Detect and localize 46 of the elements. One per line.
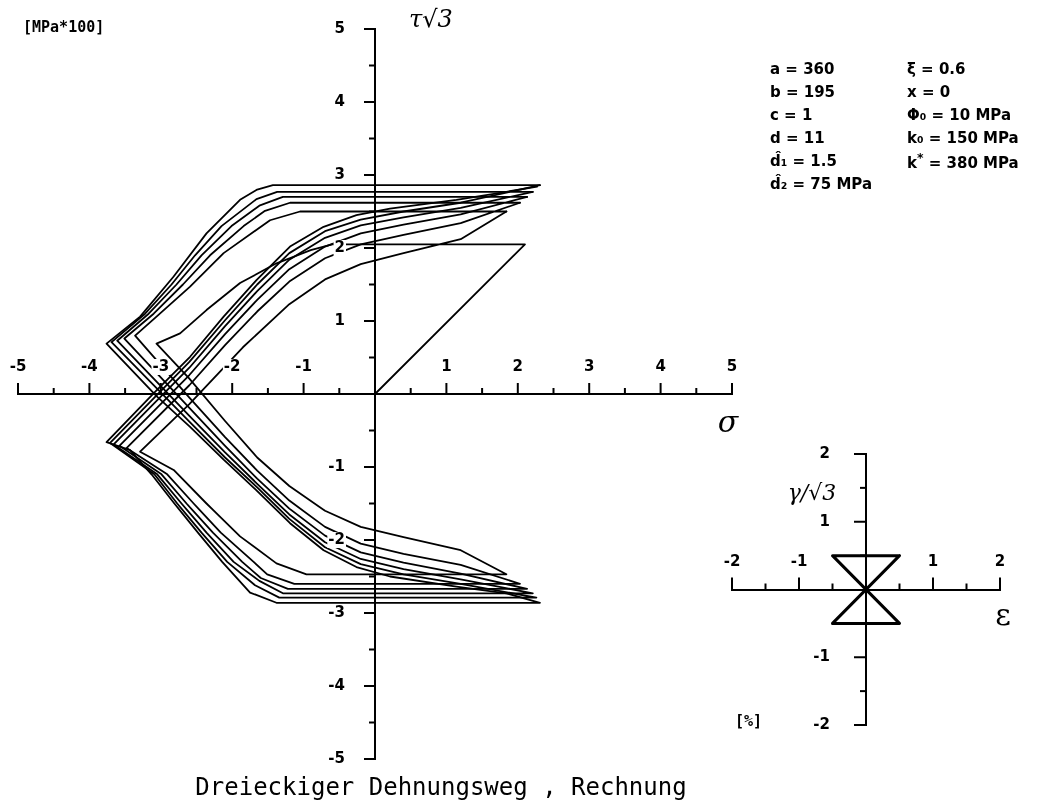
annotation: [%]: [735, 712, 763, 730]
x-axis-title: σ: [717, 403, 739, 439]
y-tick-label: -1: [813, 647, 830, 666]
x-tick-label: 3: [583, 356, 595, 375]
y-tick-label: -4: [328, 675, 345, 694]
x-tick-label: 4: [655, 356, 666, 375]
x-axis-title: ε: [995, 596, 1011, 632]
text: x = 0: [907, 83, 951, 101]
x-tick-label: 1: [441, 356, 452, 375]
text: a = 360: [770, 60, 835, 78]
x-tick-label: -3: [152, 356, 170, 375]
text: ξ = 0.6: [907, 60, 966, 78]
text: d̂₁ = 1.5: [770, 152, 837, 170]
text: c = 1: [770, 106, 813, 124]
y-tick-label: 2: [819, 443, 830, 462]
y-tick-label: 5: [334, 18, 345, 37]
x-tick-label: 2: [512, 356, 524, 375]
text: b = 195: [770, 83, 836, 101]
text: d̂₂ = 75 MPa: [770, 175, 873, 193]
x-tick-label: -4: [81, 356, 98, 375]
y-tick-label: 2: [334, 237, 345, 256]
y-tick-label: 1: [819, 511, 830, 530]
y-tick-label: 1: [334, 310, 345, 329]
x-tick-label: -1: [295, 356, 312, 375]
x-tick-label: -1: [790, 552, 808, 571]
y-tick-label: -1: [328, 456, 345, 475]
y-tick-label: -2: [813, 714, 830, 733]
text: Φ₀ = 10 MPa: [907, 106, 1012, 124]
x-tick-label: -5: [9, 356, 27, 375]
y-tick-label: -5: [328, 748, 345, 767]
x-tick-label: -2: [223, 356, 241, 375]
y-tick-label: -3: [328, 602, 345, 621]
annotation: [MPa*100]: [23, 18, 105, 36]
y-tick-label: 3: [334, 164, 345, 183]
y-tick-label: -2: [328, 529, 345, 548]
x-tick-label: 5: [726, 356, 738, 375]
text: d = 11: [770, 129, 825, 147]
text: Dreieckiger Dehnungsweg , Rechnung: [195, 773, 687, 801]
x-tick-label: 1: [927, 552, 939, 571]
y-axis-title: τ√3: [409, 5, 453, 33]
text: k₀ = 150 MPa: [907, 129, 1019, 147]
x-tick-label: -2: [723, 552, 741, 571]
text: k$^{*}$ = 380 MPa: [907, 150, 1019, 172]
y-axis-title: γ/√3: [787, 479, 837, 505]
y-tick-label: 4: [334, 91, 345, 110]
x-tick-label: 2: [994, 552, 1006, 571]
